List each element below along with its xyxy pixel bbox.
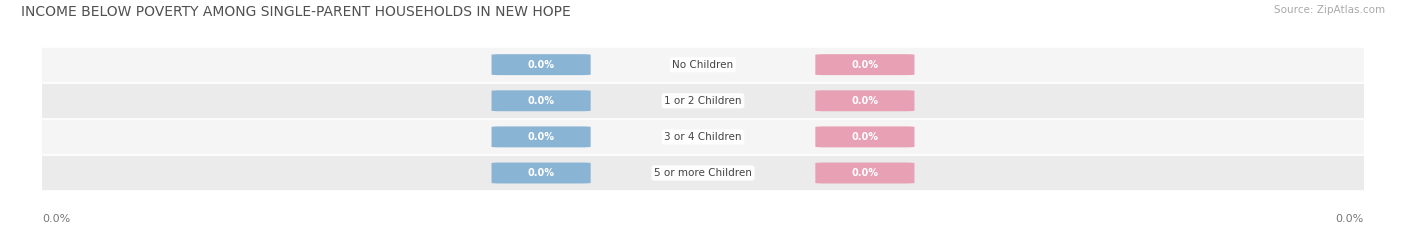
Text: Source: ZipAtlas.com: Source: ZipAtlas.com [1274, 5, 1385, 15]
Text: 0.0%: 0.0% [527, 60, 554, 70]
Text: 0.0%: 0.0% [1336, 214, 1364, 224]
Text: 0.0%: 0.0% [852, 60, 879, 70]
Text: 3 or 4 Children: 3 or 4 Children [664, 132, 742, 142]
Bar [42, 155, 1364, 191]
FancyBboxPatch shape [815, 163, 914, 183]
Text: 5 or more Children: 5 or more Children [654, 168, 752, 178]
Text: INCOME BELOW POVERTY AMONG SINGLE-PARENT HOUSEHOLDS IN NEW HOPE: INCOME BELOW POVERTY AMONG SINGLE-PARENT… [21, 5, 571, 19]
Bar [42, 47, 1364, 83]
Text: 0.0%: 0.0% [852, 168, 879, 178]
Text: 0.0%: 0.0% [852, 96, 879, 106]
Bar [42, 119, 1364, 155]
FancyBboxPatch shape [492, 54, 591, 75]
Bar [42, 83, 1364, 119]
Text: 1 or 2 Children: 1 or 2 Children [664, 96, 742, 106]
Text: 0.0%: 0.0% [527, 132, 554, 142]
FancyBboxPatch shape [815, 127, 914, 147]
FancyBboxPatch shape [492, 163, 591, 183]
FancyBboxPatch shape [492, 90, 591, 111]
Text: No Children: No Children [672, 60, 734, 70]
FancyBboxPatch shape [492, 127, 591, 147]
FancyBboxPatch shape [815, 54, 914, 75]
FancyBboxPatch shape [815, 90, 914, 111]
Text: 0.0%: 0.0% [852, 132, 879, 142]
Text: 0.0%: 0.0% [527, 96, 554, 106]
Text: 0.0%: 0.0% [42, 214, 70, 224]
Text: 0.0%: 0.0% [527, 168, 554, 178]
